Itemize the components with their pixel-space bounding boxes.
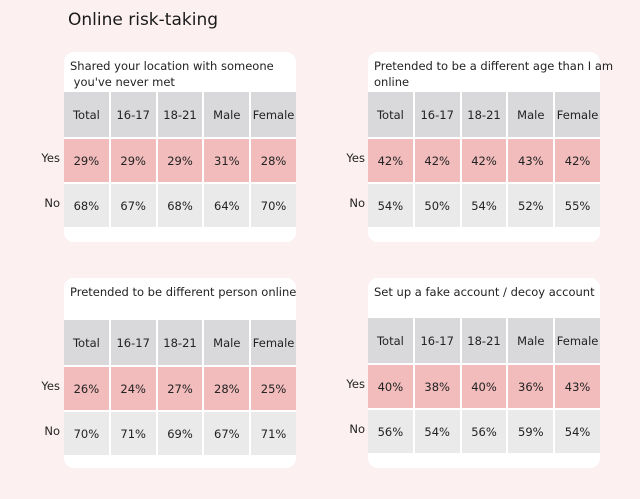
column-header: Total [64,92,109,137]
no-value-cell: 54% [461,184,507,227]
yes-value-cell: 25% [251,367,296,410]
data-table: Total 16-17 18-21 Male Female 42% 42% 42% 43% 42%… [368,92,600,227]
table-title: Pretended to be a different age than I a… [374,58,614,90]
no-value-cell: 71% [251,412,296,455]
row-label-no: No [349,421,365,436]
table-title: Pretended to be different person online [70,284,297,300]
yes-value-cell: 28% [251,139,296,182]
table-title-line: Set up a fake account / decoy account [374,285,595,299]
column-header: Female [555,318,600,363]
yes-value-cell: 43% [555,365,600,408]
table-title-line: Pretended to be different person online [70,285,297,299]
data-table: Total 16-17 18-21 Male Female 40% 38% 40% 36% 43%… [368,318,600,453]
column-header: 18-21 [157,320,203,365]
table-card-4: Set up a fake account / decoy account Tot… [368,278,600,468]
no-value-cell: 70% [251,184,296,227]
page-title: Online risk-taking [68,10,219,30]
no-value-cell: 70% [64,412,109,455]
yes-value-cell: 42% [555,139,600,182]
no-value-cell: 56% [461,410,507,453]
table-title-line: Pretended to be a different age than I a… [374,59,614,73]
yes-value-cell: 29% [157,139,203,182]
no-value-cell: 67% [110,184,156,227]
table-title-line: you've never met [70,75,175,89]
row-label-no: No [44,195,60,210]
column-header: 16-17 [110,92,156,137]
column-header: 18-21 [461,92,507,137]
yes-value-cell: 29% [110,139,156,182]
no-value-cell: 59% [508,410,554,453]
yes-value-cell: 38% [414,365,460,408]
row-label-yes: Yes [346,150,365,165]
yes-value-cell: 27% [157,367,203,410]
yes-value-cell: 24% [110,367,156,410]
column-header: Male [508,318,554,363]
table-title: Shared your location with someone you've… [70,58,288,90]
column-header: Female [251,92,296,137]
column-header: Total [368,92,413,137]
no-value-cell: 54% [414,410,460,453]
no-value-cell: 68% [64,184,109,227]
row-label-yes: Yes [41,378,60,393]
yes-value-cell: 43% [508,139,554,182]
row-label-yes: Yes [346,376,365,391]
row-label-no: No [349,195,365,210]
no-value-cell: 71% [110,412,156,455]
column-header: 16-17 [414,318,460,363]
yes-value-cell: 31% [204,139,250,182]
column-header: 16-17 [110,320,156,365]
no-value-cell: 56% [368,410,413,453]
data-table: Total 16-17 18-21 Male Female 26% 24% 27% 28% 25%… [64,320,296,455]
data-table: Total 16-17 18-21 Male Female 29% 29% 29% 31% 28%… [64,92,296,227]
no-value-cell: 52% [508,184,554,227]
yes-value-cell: 28% [204,367,250,410]
column-header: Total [368,318,413,363]
no-value-cell: 69% [157,412,203,455]
column-header: 18-21 [157,92,203,137]
no-value-cell: 55% [555,184,600,227]
no-value-cell: 54% [368,184,413,227]
column-header: Female [555,92,600,137]
no-value-cell: 50% [414,184,460,227]
column-header: Male [204,92,250,137]
yes-value-cell: 40% [461,365,507,408]
table-title-line: online [374,75,410,89]
row-label-no: No [44,423,60,438]
yes-value-cell: 36% [508,365,554,408]
yes-value-cell: 42% [368,139,413,182]
table-card-1: Shared your location with someone you've… [64,52,296,242]
no-value-cell: 54% [555,410,600,453]
column-header: Male [204,320,250,365]
no-value-cell: 64% [204,184,250,227]
no-value-cell: 67% [204,412,250,455]
table-title-line: Shared your location with someone [70,59,274,73]
column-header: 16-17 [414,92,460,137]
column-header: 18-21 [461,318,507,363]
yes-value-cell: 40% [368,365,413,408]
table-card-2: Pretended to be a different age than I a… [368,52,614,242]
column-header: Male [508,92,554,137]
table-title: Set up a fake account / decoy account [374,284,595,300]
row-label-yes: Yes [41,150,60,165]
table-card-3: Pretended to be different person online T… [64,278,296,468]
column-header: Total [64,320,109,365]
column-header: Female [251,320,296,365]
yes-value-cell: 26% [64,367,109,410]
yes-value-cell: 29% [64,139,109,182]
no-value-cell: 68% [157,184,203,227]
yes-value-cell: 42% [461,139,507,182]
yes-value-cell: 42% [414,139,460,182]
